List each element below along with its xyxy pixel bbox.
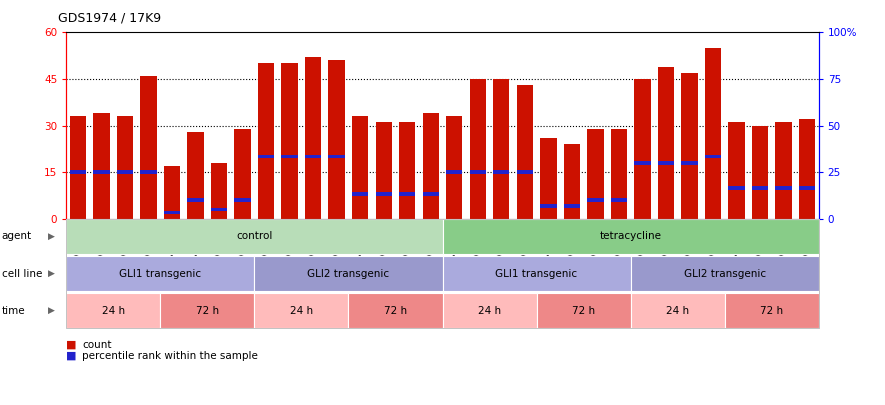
Text: agent: agent bbox=[2, 231, 32, 241]
Text: GDS1974 / 17K9: GDS1974 / 17K9 bbox=[58, 11, 161, 24]
Bar bbox=[564, 144, 580, 219]
Bar bbox=[704, 155, 721, 158]
Text: GLI2 transgenic: GLI2 transgenic bbox=[307, 269, 389, 279]
Text: tetracycline: tetracycline bbox=[599, 231, 662, 241]
Bar bbox=[422, 192, 439, 196]
Text: count: count bbox=[82, 340, 112, 350]
Text: 24 h: 24 h bbox=[290, 306, 313, 316]
Bar bbox=[704, 48, 721, 219]
Bar bbox=[587, 198, 604, 202]
Text: control: control bbox=[236, 231, 273, 241]
Bar bbox=[235, 129, 251, 219]
Bar bbox=[422, 113, 439, 219]
Bar bbox=[141, 170, 157, 174]
Text: cell line: cell line bbox=[2, 269, 42, 279]
Text: ▶: ▶ bbox=[48, 269, 55, 278]
Bar bbox=[188, 132, 204, 219]
Bar bbox=[681, 73, 697, 219]
Bar bbox=[328, 60, 345, 219]
Bar bbox=[493, 170, 510, 174]
Text: percentile rank within the sample: percentile rank within the sample bbox=[82, 351, 258, 360]
Bar bbox=[352, 192, 368, 196]
Bar bbox=[281, 155, 298, 158]
Bar bbox=[517, 85, 533, 219]
Bar bbox=[258, 64, 274, 219]
Bar bbox=[375, 192, 392, 196]
Bar bbox=[117, 170, 134, 174]
Text: 24 h: 24 h bbox=[666, 306, 689, 316]
Bar bbox=[658, 161, 674, 165]
Bar bbox=[446, 116, 463, 219]
Text: 72 h: 72 h bbox=[196, 306, 219, 316]
Bar bbox=[517, 170, 533, 174]
Text: 72 h: 72 h bbox=[572, 306, 595, 316]
Bar bbox=[211, 207, 227, 211]
Bar bbox=[587, 129, 604, 219]
Bar bbox=[470, 79, 486, 219]
Bar bbox=[258, 155, 274, 158]
Bar bbox=[235, 198, 251, 202]
Bar bbox=[399, 122, 415, 219]
Text: ■: ■ bbox=[66, 351, 77, 360]
Bar bbox=[564, 205, 580, 208]
Bar bbox=[681, 161, 697, 165]
Bar bbox=[305, 57, 321, 219]
Bar bbox=[540, 205, 557, 208]
Bar bbox=[399, 192, 415, 196]
Bar bbox=[281, 64, 298, 219]
Bar bbox=[188, 198, 204, 202]
Bar bbox=[634, 79, 650, 219]
Bar bbox=[70, 170, 87, 174]
Text: 24 h: 24 h bbox=[478, 306, 501, 316]
Bar bbox=[375, 122, 392, 219]
Bar bbox=[728, 186, 744, 190]
Bar bbox=[798, 119, 815, 219]
Bar bbox=[305, 155, 321, 158]
Bar bbox=[634, 161, 650, 165]
Bar bbox=[446, 170, 463, 174]
Bar bbox=[164, 166, 181, 219]
Bar bbox=[611, 198, 627, 202]
Bar bbox=[70, 116, 87, 219]
Text: ▶: ▶ bbox=[48, 306, 55, 315]
Bar bbox=[470, 170, 486, 174]
Text: ■: ■ bbox=[66, 340, 77, 350]
Text: GLI2 transgenic: GLI2 transgenic bbox=[683, 269, 766, 279]
Bar bbox=[540, 138, 557, 219]
Bar bbox=[493, 79, 510, 219]
Bar bbox=[211, 163, 227, 219]
Bar bbox=[94, 170, 110, 174]
Text: GLI1 transgenic: GLI1 transgenic bbox=[496, 269, 578, 279]
Text: time: time bbox=[2, 306, 26, 316]
Bar bbox=[775, 186, 791, 190]
Bar bbox=[117, 116, 134, 219]
Bar bbox=[164, 211, 181, 214]
Bar bbox=[328, 155, 345, 158]
Text: 72 h: 72 h bbox=[760, 306, 783, 316]
Bar bbox=[775, 122, 791, 219]
Text: 72 h: 72 h bbox=[384, 306, 407, 316]
Bar bbox=[658, 66, 674, 219]
Bar bbox=[611, 129, 627, 219]
Bar bbox=[141, 76, 157, 219]
Bar bbox=[352, 116, 368, 219]
Text: GLI1 transgenic: GLI1 transgenic bbox=[119, 269, 202, 279]
Bar bbox=[751, 126, 768, 219]
Bar bbox=[728, 122, 744, 219]
Text: ▶: ▶ bbox=[48, 232, 55, 241]
Bar bbox=[94, 113, 110, 219]
Bar bbox=[751, 186, 768, 190]
Bar bbox=[798, 186, 815, 190]
Text: 24 h: 24 h bbox=[102, 306, 125, 316]
